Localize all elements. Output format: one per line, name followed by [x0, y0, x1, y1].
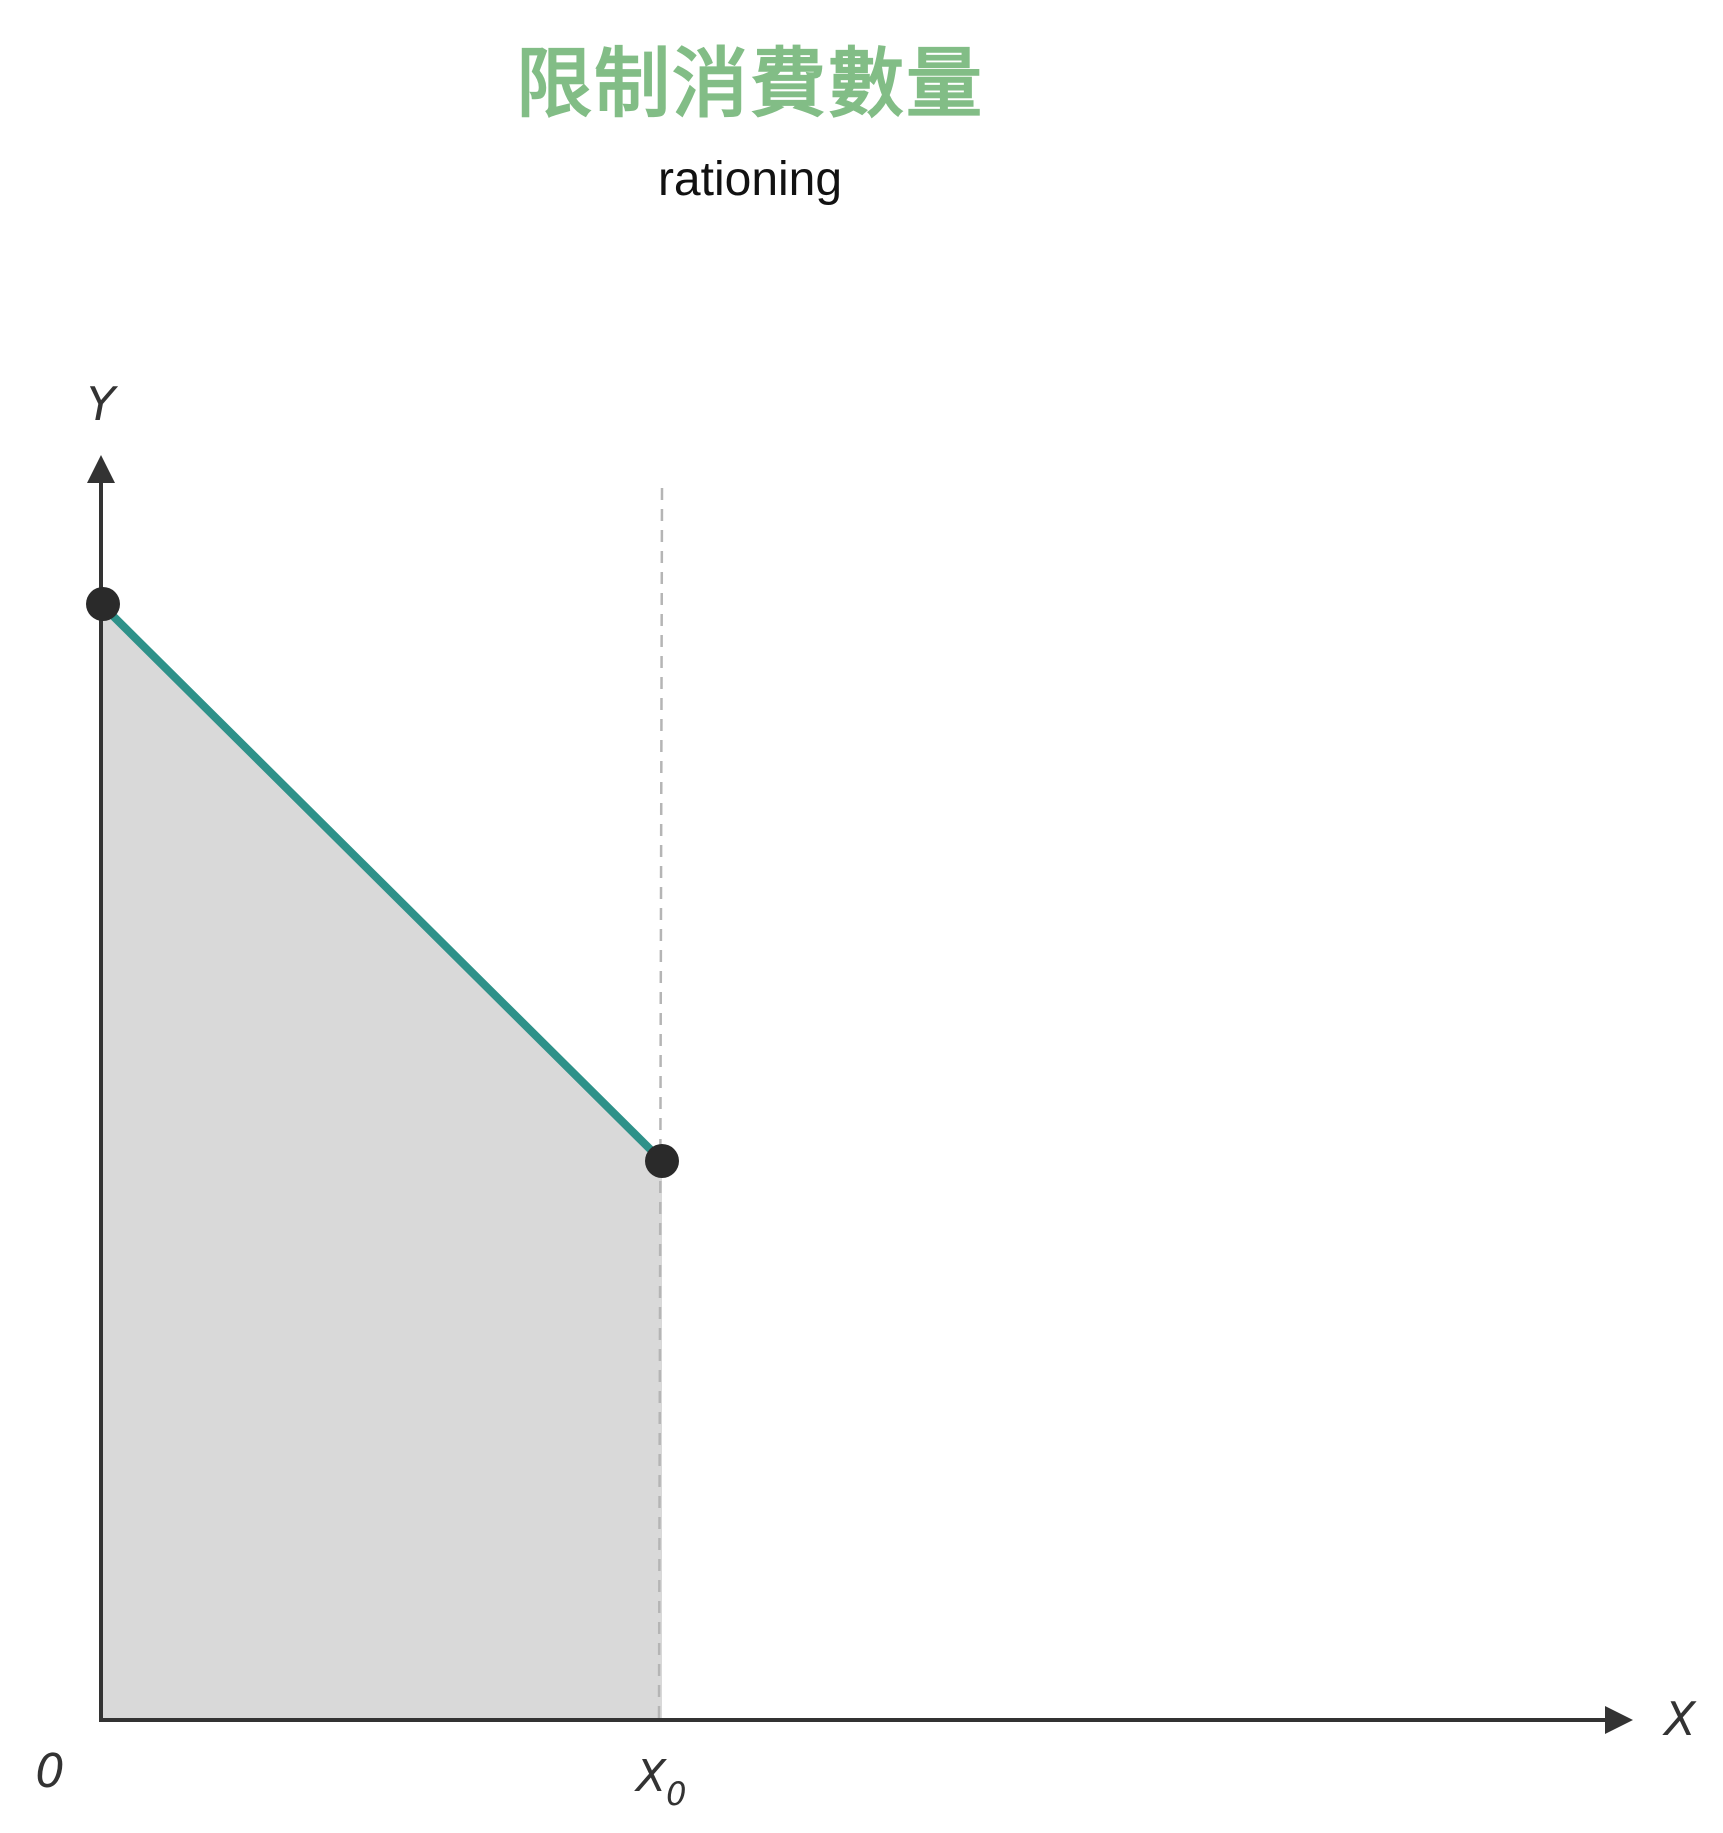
diagram-title: 限制消費數量 [516, 39, 984, 128]
x-axis-label: X [1662, 1692, 1697, 1746]
y-intercept-point [86, 587, 120, 621]
y-axis-label: Y [87, 377, 119, 431]
budget-line [97, 600, 666, 1165]
ration-limit-label-main: X [634, 1751, 667, 1802]
ration-limit-guide [657, 487, 664, 1721]
ration-limit-label-subscript: 0 [666, 1775, 686, 1813]
diagram-subtitle: rationing [657, 153, 843, 206]
origin-label: 0 [35, 1744, 64, 1798]
x-axis-arrowhead [1605, 1706, 1633, 1734]
feasible-region [101, 604, 662, 1720]
y-axis-arrowhead [87, 455, 115, 483]
ration-limit-label: X0 [634, 1751, 687, 1813]
ration-limit-point [645, 1144, 679, 1178]
